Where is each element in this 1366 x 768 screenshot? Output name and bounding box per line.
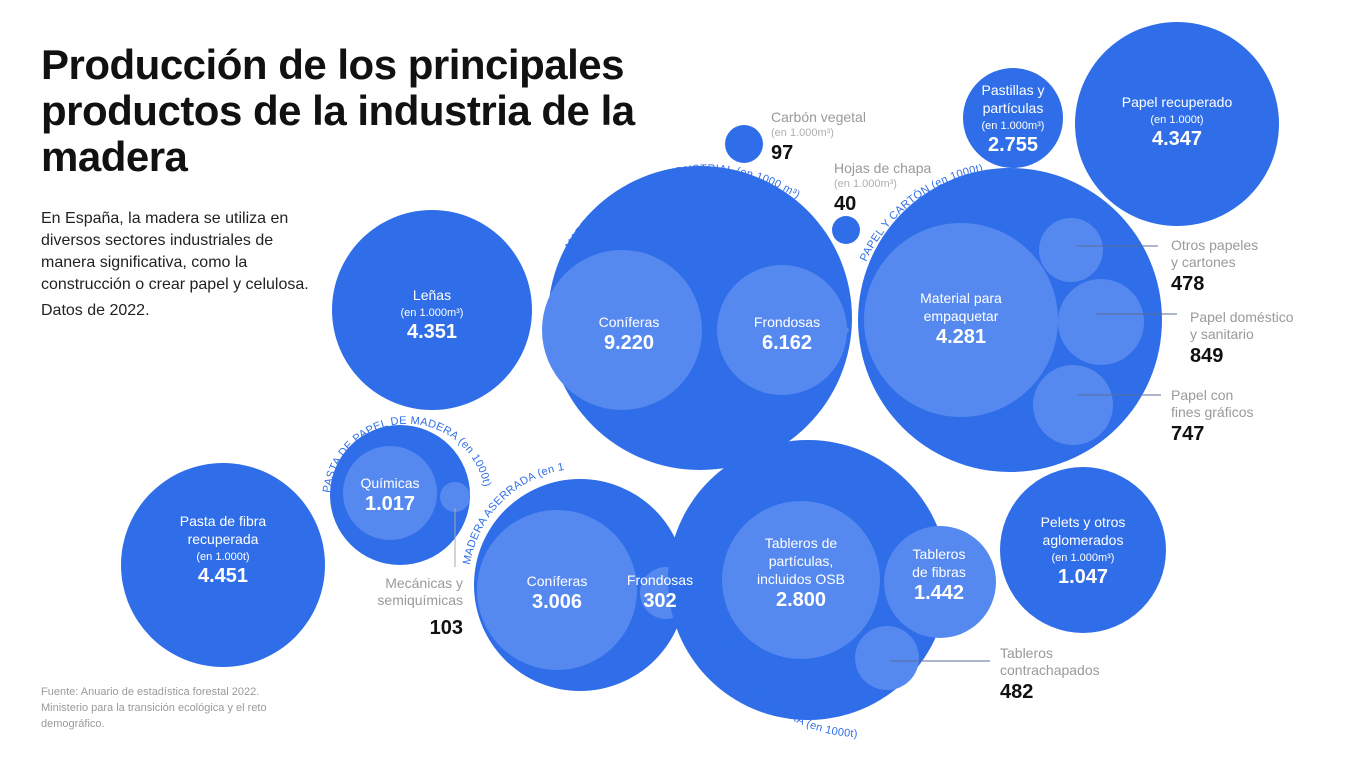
- carbon-unit: (en 1.000m³): [771, 127, 834, 139]
- circle-carbon-vegetal: [725, 125, 763, 163]
- circle-tableros-contrachapados: [855, 626, 919, 690]
- otros-papeles-name: y cartones: [1171, 254, 1236, 270]
- circle-pastillas: [963, 68, 1063, 168]
- lenas-unit: (en 1.000m³): [401, 307, 464, 319]
- carbon-value: 97: [771, 142, 793, 164]
- source-note: Fuente: Anuario de estadística forestal …: [41, 686, 267, 730]
- quimicas-name: Químicas: [360, 475, 419, 491]
- tableros-particulas-name: partículas,: [769, 553, 834, 569]
- papel-recuperado-name: Papel recuperado: [1122, 94, 1233, 110]
- circle-lenas: [332, 210, 532, 410]
- circle-tableros-fibras: [884, 526, 996, 638]
- circle-papel-graficos: [1033, 365, 1113, 445]
- pasta-fibra-name: Pasta de fibra: [180, 513, 267, 529]
- circle-maderas-rollo-dot: [843, 327, 849, 333]
- year-note: Datos de 2022.: [41, 302, 150, 319]
- circle-otros-papeles: [1039, 218, 1103, 282]
- pastillas-value: 2.755: [988, 134, 1038, 156]
- empaquetar-value: 4.281: [936, 326, 986, 348]
- intro-text: En España, la madera se utiliza en diver…: [41, 210, 309, 293]
- contrachapados-value: 482: [1000, 681, 1033, 703]
- pelets-value: 1.047: [1058, 566, 1108, 588]
- otros-papeles-value: 478: [1171, 273, 1204, 295]
- rollo-coniferas-value: 9.220: [604, 332, 654, 354]
- rollo-coniferas-name: Coníferas: [599, 314, 660, 330]
- lenas-value: 4.351: [407, 321, 457, 343]
- tableros-particulas-name: Tableros de: [765, 535, 838, 551]
- pastillas-name: partículas: [983, 100, 1044, 116]
- hojas-name: Hojas de chapa: [834, 160, 932, 176]
- mecanicas-name-2: semiquímicas: [377, 592, 463, 608]
- pastillas-name: Pastillas y: [981, 82, 1044, 98]
- papel-recuperado-value: 4.347: [1152, 128, 1202, 150]
- aserrada-coniferas-value: 3.006: [532, 591, 582, 613]
- tableros-particulas-value: 2.800: [776, 589, 826, 611]
- empaquetar-name: Material para: [920, 290, 1002, 306]
- quimicas-value: 1.017: [365, 493, 415, 515]
- papel-domestico-value: 849: [1190, 345, 1223, 367]
- circle-papel-recuperado: [1075, 22, 1279, 226]
- otros-papeles-name: Otros papeles: [1171, 237, 1258, 253]
- papel-domestico-name: y sanitario: [1190, 326, 1254, 342]
- hojas-unit: (en 1.000m³): [834, 178, 897, 190]
- papel-graficos-name: Papel con: [1171, 387, 1233, 403]
- papel-graficos-value: 747: [1171, 423, 1204, 445]
- mecanicas-name-1: Mecánicas y: [385, 575, 463, 591]
- rollo-frondosas-value: 6.162: [762, 332, 812, 354]
- circle-aserrada-coniferas: [477, 510, 637, 670]
- circle-pasta-quimicas: [343, 446, 437, 540]
- pelets-name: Pelets y otros: [1041, 514, 1126, 530]
- aserrada-frondosas-name: Frondosas: [627, 572, 693, 588]
- circle-maderas-rollo-coniferas: [542, 250, 702, 410]
- pasta-fibra-name: recuperada: [188, 531, 259, 547]
- tableros-fibras-name: de fibras: [912, 564, 966, 580]
- pelets-name: aglomerados: [1043, 532, 1124, 548]
- tableros-fibras-name: Tableros: [913, 546, 966, 562]
- pasta-fibra-unit: (en 1.000t): [196, 551, 249, 563]
- empaquetar-name: empaquetar: [924, 308, 999, 324]
- contrachapados-name: contrachapados: [1000, 662, 1100, 678]
- hojas-value: 40: [834, 193, 856, 215]
- tableros-particulas-name: incluidos OSB: [757, 571, 845, 587]
- aserrada-coniferas-name: Coníferas: [527, 573, 588, 589]
- circle-material-empaquetar: [864, 223, 1058, 417]
- page-title: Producción de los principales productos …: [41, 41, 635, 180]
- pasta-fibra-value: 4.451: [198, 565, 248, 587]
- pastillas-unit: (en 1.000m³): [982, 120, 1045, 132]
- tableros-fibras-value: 1.442: [914, 582, 964, 604]
- intro-block: En España, la madera se utiliza en diver…: [41, 208, 331, 326]
- carbon-name: Carbón vegetal: [771, 109, 866, 125]
- rollo-frondosas-name: Frondosas: [754, 314, 820, 330]
- circle-tableros-particulas: [722, 501, 880, 659]
- circle-maderas-rollo-frondosas: [717, 265, 847, 395]
- circle-hojas-chapa: [832, 216, 860, 244]
- lenas-name: Leñas: [413, 287, 451, 303]
- circle-papel-domestico: [1058, 279, 1144, 365]
- circle-pelets: [1000, 467, 1166, 633]
- circle-pasta-fibra: [121, 463, 325, 667]
- papel-domestico-name: Papel doméstico: [1190, 309, 1294, 325]
- papel-graficos-name: fines gráficos: [1171, 404, 1253, 420]
- circle-pasta-mecanicas: [440, 482, 470, 512]
- contrachapados-name: Tableros: [1000, 645, 1053, 661]
- pelets-unit: (en 1.000m³): [1052, 552, 1115, 564]
- mecanicas-value: 103: [430, 617, 463, 639]
- papel-recuperado-unit: (en 1.000t): [1150, 114, 1203, 126]
- aserrada-frondosas-value: 302: [643, 590, 676, 612]
